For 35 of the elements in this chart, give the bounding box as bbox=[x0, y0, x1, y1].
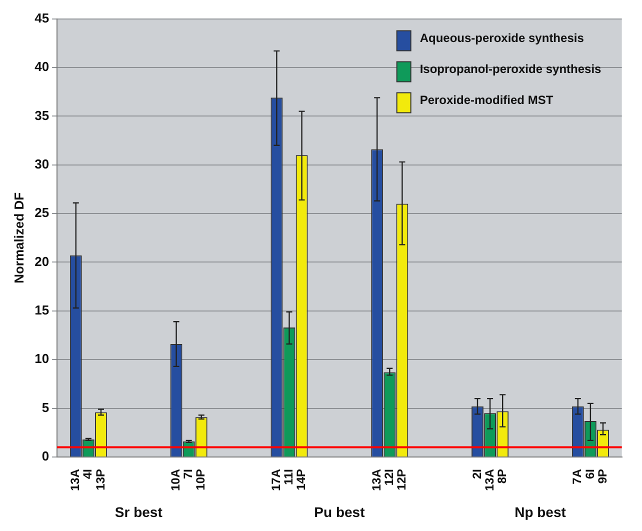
y-tick-label: 15 bbox=[34, 302, 50, 318]
y-axis-title: Normalized DF bbox=[11, 192, 26, 284]
text: Pu best bbox=[314, 504, 366, 520]
x-tick-label: 9P bbox=[595, 468, 610, 484]
x-tick-label: 7I bbox=[181, 468, 196, 479]
y-tick-label: 0 bbox=[42, 448, 50, 464]
y-tick-label: 25 bbox=[34, 205, 50, 220]
y-tick-label: 5 bbox=[42, 400, 50, 415]
x-tick-label: 14P bbox=[294, 468, 308, 490]
x-tick-label: 2I bbox=[470, 468, 484, 479]
x-tick-label: 13A bbox=[369, 468, 384, 491]
x-tick-label: 10A bbox=[168, 468, 183, 491]
x-tick-label: 7A bbox=[570, 468, 584, 484]
y-tick-label: 10 bbox=[34, 351, 50, 366]
y-tick-label: 45 bbox=[34, 10, 50, 26]
x-tick-label: 13A bbox=[482, 468, 496, 491]
legend-label: Aqueous-peroxide synthesis bbox=[420, 31, 584, 46]
legend-label: Isopropanol-peroxide synthesis bbox=[420, 62, 602, 76]
x-tick-label: 11I bbox=[282, 468, 296, 486]
x-tick-label: 12I bbox=[382, 468, 396, 486]
x-tick-label: 10P bbox=[194, 468, 208, 490]
y-tick-label: 30 bbox=[34, 156, 50, 172]
x-tick-label: 13P bbox=[93, 468, 108, 490]
x-tick-label: 17A bbox=[269, 468, 284, 491]
text: Np best bbox=[514, 504, 566, 520]
y-tick-label: 35 bbox=[34, 108, 50, 123]
y-tick-label: 20 bbox=[34, 254, 50, 269]
y-tick-label: 40 bbox=[34, 59, 50, 74]
x-tick-label: 8P bbox=[494, 468, 509, 484]
x-tick-label: 6I bbox=[582, 468, 597, 479]
x-tick-label: 12P bbox=[394, 468, 409, 490]
x-tick-label: 4I bbox=[80, 468, 95, 479]
x-tick-label: 13A bbox=[68, 468, 82, 491]
text: Sr best bbox=[114, 504, 163, 520]
legend-label: Peroxide-modified MST bbox=[420, 93, 554, 108]
